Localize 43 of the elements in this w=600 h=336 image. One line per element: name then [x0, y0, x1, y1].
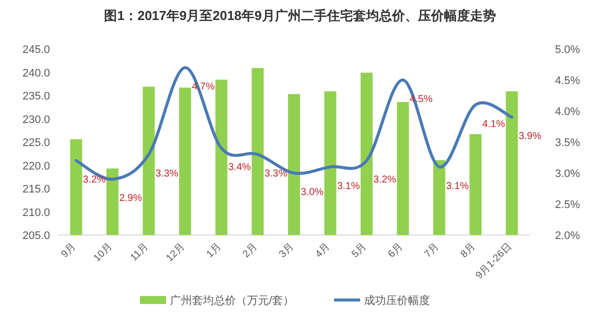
y-tick-label: 215.0: [22, 184, 50, 196]
x-tick-label: 12月: [164, 241, 188, 264]
x-tick-label: 9月: [59, 241, 78, 260]
y2-tick-label: 2.5%: [555, 199, 580, 211]
data-label: 3.2%: [82, 174, 106, 186]
y-tick-label: 235.0: [22, 90, 50, 102]
y-tick-label: 210.0: [22, 206, 50, 219]
chart-title: 图1：2017年9月至2018年9月广州二手住宅套均总价、压价幅度走势: [104, 8, 496, 23]
x-tick-label: 1月: [204, 241, 224, 260]
x-tick-label: 11月: [128, 241, 151, 264]
x-tick-label: 8月: [458, 241, 478, 260]
data-label: 2.9%: [119, 193, 142, 204]
data-label: 3.3%: [264, 168, 288, 180]
data-label: 3.2%: [373, 174, 396, 186]
legend-label: 成功压价幅度: [364, 294, 430, 307]
y2-tick-label: 4.0%: [555, 106, 580, 118]
y2-tick-label: 2.0%: [555, 230, 580, 242]
y2-tick-label: 3.5%: [555, 137, 580, 149]
data-label: 4.1%: [482, 118, 506, 130]
x-tick-label: 4月: [314, 241, 332, 260]
data-label: 3.9%: [518, 131, 542, 142]
y-tick-label: 205.0: [22, 230, 50, 242]
legend-label: 广州套均总价（万元/套）: [170, 294, 294, 307]
y-tick-label: 220.0: [22, 160, 50, 172]
data-label: 3.1%: [337, 180, 360, 192]
x-tick-label: 6月: [386, 241, 406, 260]
y-tick-label: 230.0: [22, 114, 50, 126]
y2-tick-label: 3.0%: [555, 168, 580, 180]
data-label: 3.0%: [300, 187, 324, 198]
x-tick-label: 5月: [350, 241, 369, 260]
y2-tick-label: 4.5%: [555, 75, 580, 87]
y-tick-label: 245.0: [22, 44, 50, 56]
x-tick-label: 10月: [92, 241, 115, 264]
y-tick-label: 225.0: [22, 137, 50, 149]
y2-tick-label: 5.0%: [555, 44, 580, 56]
data-label: 3.4%: [228, 162, 252, 174]
line-series: [74, 66, 514, 181]
x-tick-label: 2月: [241, 241, 260, 260]
data-label: 3.3%: [156, 168, 178, 180]
x-tick-label: 7月: [422, 241, 442, 260]
x-tick-label: 3月: [277, 241, 296, 260]
y-tick-label: 240.0: [22, 67, 50, 80]
data-label: 3.1%: [446, 180, 469, 192]
